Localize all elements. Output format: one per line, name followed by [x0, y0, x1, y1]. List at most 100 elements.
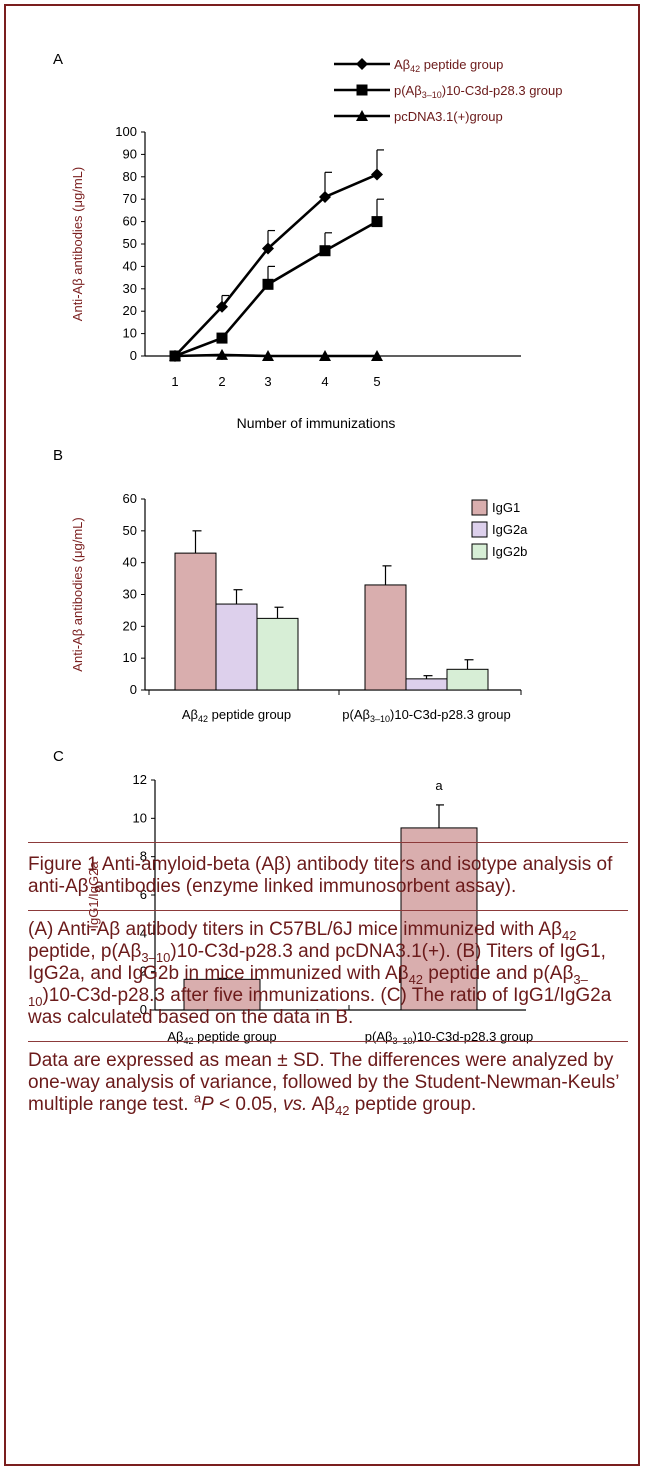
- caption-text-run: )10-C3d-p28.3 and pcDNA3.1(+). (B) Titer…: [28, 941, 606, 984]
- data-point: [319, 245, 331, 257]
- x-tick-label: 1: [171, 374, 178, 389]
- data-point: [262, 242, 274, 255]
- y-tick-label: 2: [140, 964, 147, 979]
- caption-text-run: 3–10: [141, 949, 171, 965]
- y-tick-label: 60: [123, 214, 137, 229]
- caption-text-run: peptide group.: [349, 1094, 477, 1115]
- y-tick-label: 50: [123, 523, 137, 538]
- caption-text-run: )10-C3d-p28.3 after five immunizations. …: [28, 985, 612, 1028]
- caption-text-run: < 0.05,: [213, 1094, 283, 1115]
- bar-igg2a: [405, 678, 448, 691]
- y-tick-label: 90: [123, 146, 137, 161]
- legend-label: IgG2a: [492, 522, 528, 537]
- legend-swatch: [471, 521, 488, 538]
- legend-label: pcDNA3.1(+)group: [394, 109, 503, 124]
- x-tick-label: 3: [264, 374, 271, 389]
- caption-text-run: Data are expressed as mean ± SD. The dif…: [28, 1050, 619, 1115]
- x-tick-label: 2: [218, 374, 225, 389]
- bar-igg2a: [215, 603, 258, 691]
- y-tick-label: 10: [123, 326, 137, 341]
- caption-text-run: peptide, p(Aβ: [28, 941, 142, 962]
- caption-text-run: 42: [408, 971, 424, 987]
- legend-marker: [356, 110, 368, 121]
- bar-igg2b: [256, 617, 299, 691]
- legend-swatch: [471, 499, 488, 516]
- category-label: p(Aβ3–10)10-C3d-p28.3 group: [342, 707, 510, 724]
- data-point: [371, 350, 383, 361]
- caption-divider-2: [28, 910, 628, 911]
- caption-text-run: peptide and p(Aβ: [423, 963, 574, 984]
- panel-label-c: C: [53, 748, 64, 765]
- bar-ratio: [400, 827, 478, 1011]
- caption-text-run: 42: [562, 927, 577, 943]
- panel-b-bar-chart: B 0 10 20 30 40 50 60 Anti-Aβ antibodies (μg/mL)…: [53, 447, 528, 724]
- figure-caption: Figure 1 Anti-amyloid-beta (Aβ) antibody…: [28, 854, 628, 1128]
- data-point: [262, 278, 274, 290]
- caption-text-run: a: [193, 1090, 202, 1106]
- bar-igg1: [174, 552, 217, 691]
- caption-text-run: P: [201, 1094, 214, 1115]
- y-tick-label: 100: [115, 124, 137, 139]
- y-tick-label: 12: [133, 772, 147, 787]
- panel-a-line-chart: A 0 10 20 30 40 50 60 70 80 90 100 1 2 3 4 5 Number of im…: [53, 51, 562, 431]
- data-point: [262, 350, 274, 361]
- bar-igg1: [364, 584, 407, 691]
- bar-igg2b: [446, 668, 489, 691]
- caption-text-run: Aβ: [307, 1094, 336, 1115]
- x-tick-label: 5: [373, 374, 380, 389]
- y-tick-label: 20: [123, 303, 137, 318]
- legend-marker: [356, 58, 368, 70]
- caption-text-run: (A) Anti-Aβ antibody titers in C57BL/6J …: [28, 919, 563, 940]
- y-tick-label: 60: [123, 491, 137, 506]
- data-point: [319, 190, 331, 203]
- caption-paragraph-2: Data are expressed as mean ± SD. The dif…: [28, 1050, 628, 1118]
- series-line-2: [174, 353, 377, 358]
- category-label: Aβ42 peptide group: [182, 707, 291, 724]
- y-tick-label: 20: [123, 618, 137, 633]
- y-axis-title: IgG1/IgG2a: [86, 861, 101, 929]
- figure-frame: A 0 10 20 30 40 50 60 70 80 90 100 1 2 3 4 5 Number of im…: [4, 4, 640, 1466]
- y-tick-label: 10: [123, 650, 137, 665]
- legend-label: p(Aβ3–10)10-C3d-p28.3 group: [394, 83, 562, 100]
- y-tick-label: 8: [140, 849, 147, 864]
- data-point: [216, 348, 228, 360]
- panel-label-b: B: [53, 447, 63, 464]
- data-point: [216, 300, 228, 313]
- y-tick-label: 40: [123, 555, 137, 570]
- y-tick-label: 10: [133, 810, 147, 825]
- caption-text-run: 3–10: [28, 971, 588, 1009]
- legend-label: IgG1: [492, 500, 520, 515]
- y-tick-label: 80: [123, 169, 137, 184]
- y-tick-label: 50: [123, 236, 137, 251]
- series-line-0: [174, 173, 378, 357]
- data-point: [216, 332, 228, 344]
- caption-divider: [28, 842, 628, 843]
- y-tick-label: 70: [123, 191, 137, 206]
- caption-text-run: 42: [335, 1102, 350, 1118]
- y-axis-title: Anti-Aβ antibodies (μg/mL): [70, 167, 85, 321]
- y-tick-label: 30: [123, 281, 137, 296]
- x-axis-title: Number of immunizations: [237, 415, 396, 431]
- y-tick-label: 40: [123, 258, 137, 273]
- caption-divider-3: [28, 1041, 628, 1042]
- data-point: [319, 350, 331, 361]
- caption-paragraph-1: (A) Anti-Aβ antibody titers in C57BL/6J …: [28, 919, 628, 1029]
- y-tick-label: 30: [123, 587, 137, 602]
- caption-text-run: vs.: [282, 1094, 308, 1115]
- data-point: [371, 216, 383, 228]
- legend-label: IgG2b: [492, 544, 527, 559]
- caption-title: Figure 1 Anti-amyloid-beta (Aβ) antibody…: [28, 854, 613, 897]
- panel-label-a: A: [53, 51, 63, 68]
- bar-ratio: [183, 978, 261, 1011]
- y-axis-title: Anti-Aβ antibodies (μg/mL): [70, 517, 85, 671]
- legend-label: Aβ42 peptide group: [394, 57, 503, 74]
- x-tick-label: 4: [321, 374, 328, 389]
- data-point: [169, 350, 181, 361]
- y-tick-label: 4: [140, 925, 147, 940]
- y-tick-label: 0: [130, 348, 137, 363]
- legend-marker: [356, 84, 368, 96]
- legend-swatch: [471, 543, 488, 560]
- significance-annotation: a: [435, 778, 443, 793]
